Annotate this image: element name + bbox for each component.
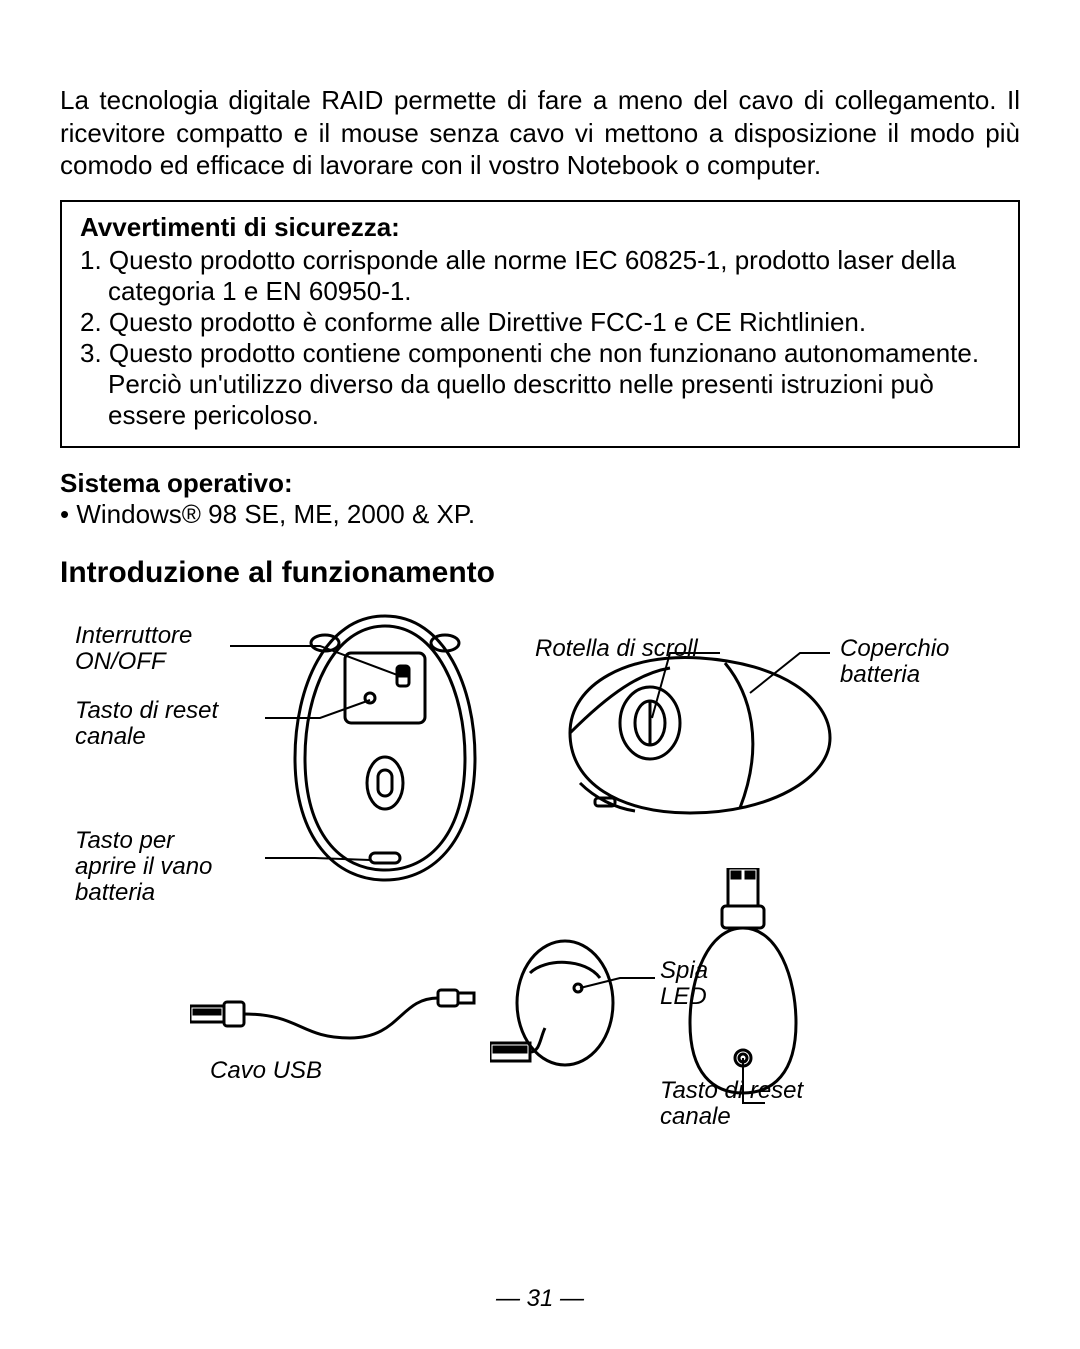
safety-warnings-box: Avvertimenti di sicurezza: 1. Questo pro…	[60, 200, 1020, 448]
label-usb-cable: Cavo USB	[210, 1058, 322, 1084]
intro-paragraph: La tecnologia digitale RAID permette di …	[60, 84, 1020, 182]
safety-warning-item: 2. Questo prodotto è conforme alle Diret…	[80, 307, 1000, 338]
diagram-area: Interruttore ON/OFF Tasto di reset canal…	[60, 608, 1020, 1148]
safety-warning-item: 3. Questo prodotto contiene componenti c…	[80, 338, 1000, 432]
label-scroll-wheel: Rotella di scroll	[535, 636, 698, 662]
label-on-off: Interruttore ON/OFF	[75, 623, 192, 676]
section-heading: Introduzione al funzionamento	[60, 556, 1020, 590]
label-reset-channel: Tasto di reset canale	[75, 698, 218, 751]
os-item: • Windows® 98 SE, ME, 2000 & XP.	[60, 499, 1020, 530]
safety-warnings-title: Avvertimenti di sicurezza:	[80, 212, 1000, 243]
label-battery-cover: Coperchio batteria	[840, 636, 949, 689]
page-number: — 31 —	[0, 1285, 1080, 1313]
os-section: Sistema operativo: • Windows® 98 SE, ME,…	[60, 468, 1020, 530]
label-led: Spia LED	[660, 958, 708, 1011]
safety-warning-item: 1. Questo prodotto corrisponde alle norm…	[80, 245, 1000, 307]
os-title: Sistema operativo:	[60, 468, 1020, 499]
manual-page: La tecnologia digitale RAID permette di …	[0, 0, 1080, 1349]
label-reset-channel-2: Tasto di reset canale	[660, 1078, 803, 1131]
label-battery-open: Tasto per aprire il vano batteria	[75, 828, 212, 907]
